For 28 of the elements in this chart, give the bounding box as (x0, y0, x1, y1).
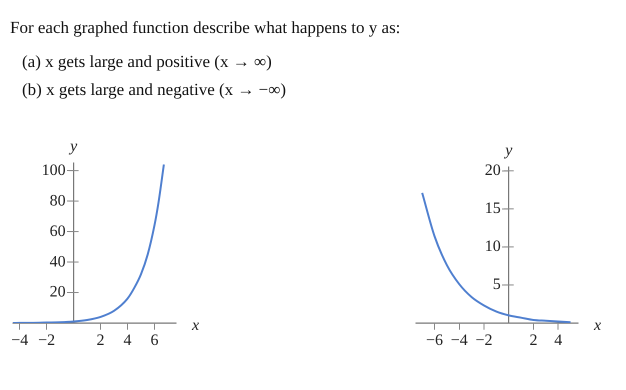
y-axis-title: y (503, 142, 514, 160)
x-tick-label: −4 (450, 332, 468, 349)
y-tick-label: 40 (50, 253, 66, 270)
chart-title: For each graphed function describe what happens to y as: (10, 17, 400, 39)
x-tick-label: 6 (150, 332, 158, 349)
x-tick-label: 4 (554, 332, 562, 349)
x-tick-label: −4 (11, 332, 28, 349)
y-tick-label: 100 (42, 162, 66, 179)
y-tick-label: 60 (50, 222, 66, 240)
x-tick-label: 2 (96, 332, 105, 349)
x-tick-label: −2 (38, 332, 56, 349)
y-tick-label: 20 (484, 162, 501, 180)
x-tick-label: 2 (529, 332, 538, 349)
y-tick-label: 5 (492, 276, 501, 294)
line-series (421, 192, 572, 323)
x-tick-label: 4 (124, 332, 132, 349)
text: (b) x gets large and negative (x → −∞) (22, 79, 288, 101)
y-tick-label: 10 (484, 238, 501, 256)
x-axis-title: x (593, 317, 602, 334)
line-series (13, 164, 165, 323)
x-axis-title: x (191, 317, 200, 334)
x-tick-label: −6 (426, 332, 444, 349)
y-tick-label: 15 (484, 200, 501, 218)
y-tick-label: 20 (50, 284, 66, 301)
y-axis-title: y (68, 138, 78, 156)
x-tick-label: −2 (476, 332, 493, 349)
text: (a) x gets large and positive (x → ∞) (22, 51, 273, 73)
y-tick-label: 80 (50, 192, 66, 210)
